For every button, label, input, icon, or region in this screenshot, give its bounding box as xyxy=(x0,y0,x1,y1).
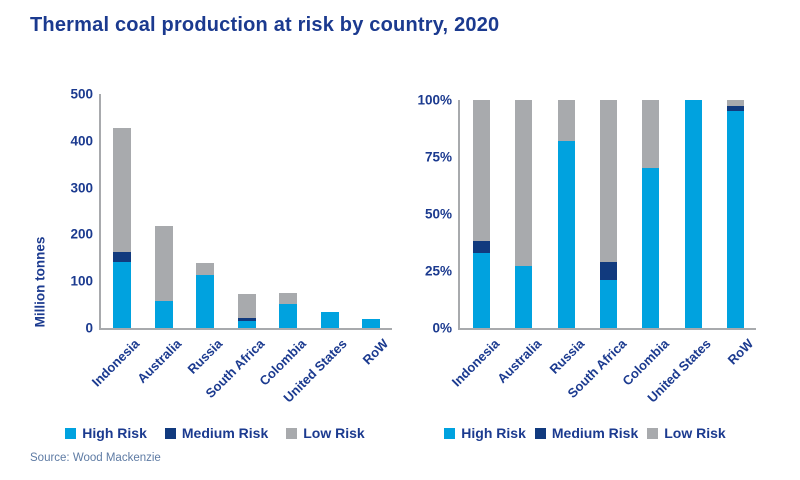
segment-south-africa-high-risk xyxy=(599,280,617,328)
legend-item-high-risk: High Risk xyxy=(444,425,526,441)
segment-russia-low-risk xyxy=(196,262,214,276)
segment-colombia-high-risk xyxy=(642,168,660,328)
segment-south-africa-low-risk xyxy=(599,100,617,262)
bar-indonesia xyxy=(113,127,131,328)
segment-south-africa-medium-risk xyxy=(599,261,617,281)
legend-item-medium-risk: Medium Risk xyxy=(164,425,269,441)
segment-colombia-high-risk xyxy=(279,303,297,328)
y-axis-title: Million tonnes xyxy=(32,236,48,328)
bar-australia xyxy=(515,100,533,328)
bar-row xyxy=(362,318,380,328)
y-tick-label: 50% xyxy=(424,206,452,222)
chart-million-tonnes: Million tonnes 0 100 200 300 400 500 Indonesia… xyxy=(30,85,400,450)
segment-united-states-high-risk xyxy=(684,100,702,328)
bar-row xyxy=(726,100,744,328)
segment-indonesia-low-risk xyxy=(473,100,490,242)
legend-label: Low Risk xyxy=(664,425,726,441)
segment-south-africa-medium-risk xyxy=(237,318,256,321)
segment-russia-low-risk xyxy=(557,100,575,142)
figure-title: Thermal coal production at risk by count… xyxy=(30,14,500,36)
legend-swatch-icon xyxy=(534,427,546,439)
bar-colombia xyxy=(279,292,297,328)
bar-australia xyxy=(154,225,173,328)
chart-percent: 0% 25% 50% 75% 100% Indonesia Australia Russia S… xyxy=(400,85,770,450)
legend-item-medium-risk: Medium Risk xyxy=(534,425,639,441)
segment-australia-high-risk xyxy=(154,300,173,328)
x-category-label-australia: Australia xyxy=(134,336,185,386)
y-tick-label: 200 xyxy=(70,226,93,242)
segment-russia-high-risk xyxy=(557,141,575,328)
x-category-label-australia: Australia xyxy=(494,336,545,386)
y-tick-label: 25% xyxy=(424,263,452,279)
y-tick-label: 300 xyxy=(70,180,93,196)
segment-indonesia-medium-risk xyxy=(473,241,490,253)
legend-label: High Risk xyxy=(461,425,526,441)
x-category-label-russia: Russia xyxy=(546,336,587,377)
segment-indonesia-high-risk xyxy=(473,252,490,328)
y-tick-label: 400 xyxy=(70,133,93,149)
segment-south-africa-low-risk xyxy=(237,294,256,319)
plot-area-right: 0% 25% 50% 75% 100% Indonesia Australia Russia S… xyxy=(417,93,756,406)
segment-indonesia-medium-risk xyxy=(113,251,131,263)
legend-label: Medium Risk xyxy=(181,425,269,441)
bar-united-states xyxy=(320,311,339,328)
segment-indonesia-high-risk xyxy=(113,262,131,328)
y-tick-label: 500 xyxy=(70,86,93,102)
segment-row-high-risk xyxy=(726,111,744,328)
segment-colombia-low-risk xyxy=(279,292,297,304)
legend-label: High Risk xyxy=(82,425,147,441)
segment-row-high-risk xyxy=(362,319,380,328)
bar-united-states xyxy=(684,100,702,328)
segment-australia-low-risk xyxy=(154,225,173,301)
source-note: Source: Wood Mackenzie xyxy=(30,452,161,464)
legend-item-high-risk: High Risk xyxy=(65,425,147,441)
legend-swatch-icon xyxy=(164,427,176,439)
segment-united-states-high-risk xyxy=(320,311,339,328)
x-category-label-row: RoW xyxy=(724,336,757,368)
segment-row-low-risk xyxy=(726,100,744,106)
segment-australia-high-risk xyxy=(515,266,533,328)
y-tick-label: 100% xyxy=(417,92,452,108)
legend-label: Medium Risk xyxy=(551,425,639,441)
bar-indonesia xyxy=(473,100,490,328)
segment-south-africa-high-risk xyxy=(237,320,256,328)
legend-swatch-icon xyxy=(647,427,659,439)
legend-swatch-icon xyxy=(286,427,298,439)
segment-australia-low-risk xyxy=(515,100,533,267)
segment-row-medium-risk xyxy=(726,105,744,112)
bar-south-africa xyxy=(237,294,256,328)
segment-indonesia-low-risk xyxy=(113,127,131,252)
legend-item-low-risk: Low Risk xyxy=(647,425,726,441)
legend-right: High Risk Medium Risk Low Risk xyxy=(400,425,770,441)
legend-item-low-risk: Low Risk xyxy=(286,425,365,441)
x-category-label-indonesia: Indonesia xyxy=(89,336,143,390)
bar-russia xyxy=(196,262,214,328)
y-tick-label: 100 xyxy=(70,273,93,289)
x-category-label-russia: Russia xyxy=(184,336,226,377)
segment-russia-high-risk xyxy=(196,275,214,328)
y-tick-label: 0% xyxy=(432,320,452,336)
y-tick-label: 75% xyxy=(424,149,452,165)
bar-russia xyxy=(557,100,575,328)
bar-colombia xyxy=(642,100,660,328)
y-tick-label: 0 xyxy=(85,320,93,336)
plot-area-left: 0 100 200 300 400 500 Indonesia Australia Russia… xyxy=(70,87,392,405)
segment-colombia-low-risk xyxy=(642,100,660,169)
bar-south-africa xyxy=(599,100,617,328)
legend-swatch-icon xyxy=(444,427,456,439)
legend-left: High Risk Medium Risk Low Risk xyxy=(30,425,400,441)
legend-swatch-icon xyxy=(65,427,77,439)
x-category-label-row: RoW xyxy=(360,336,392,368)
legend-label: Low Risk xyxy=(303,425,365,441)
x-category-label-indonesia: Indonesia xyxy=(448,336,503,390)
